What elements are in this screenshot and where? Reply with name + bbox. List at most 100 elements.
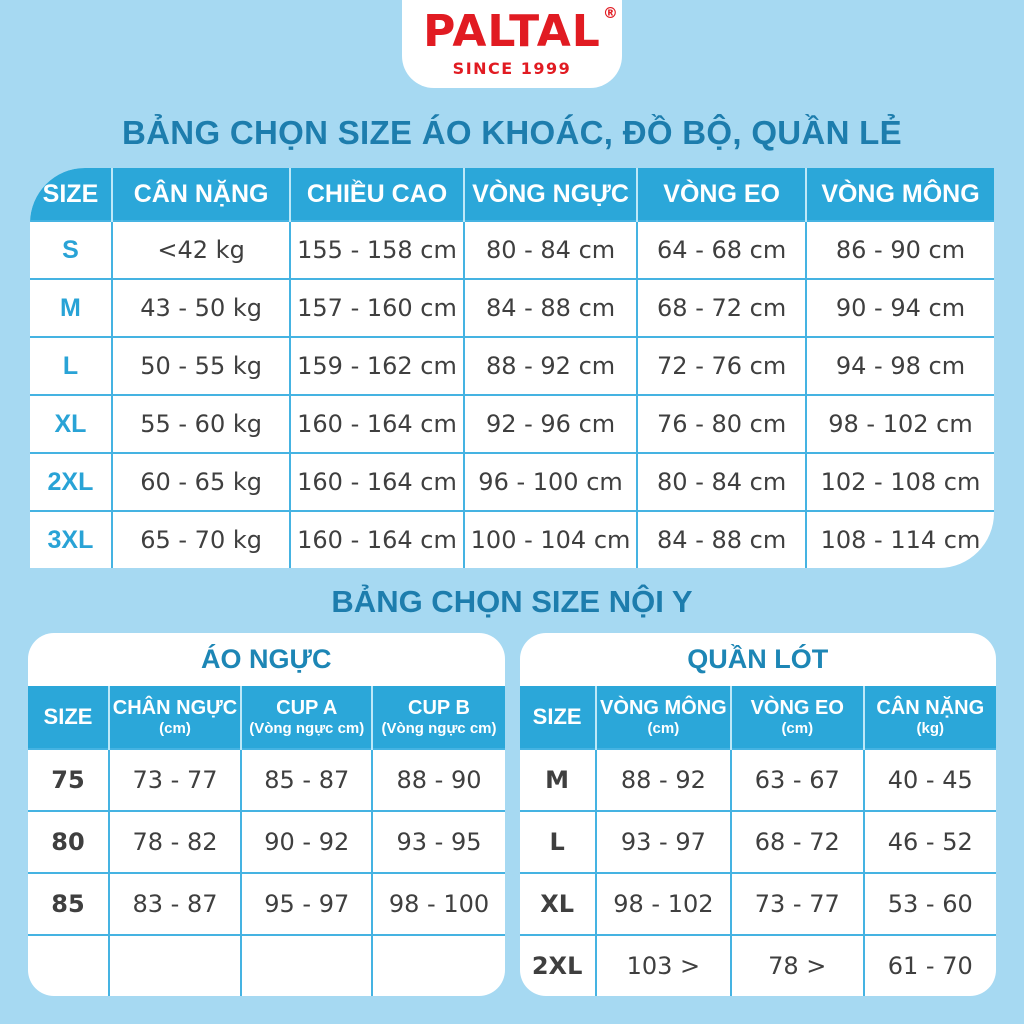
column-header-weight: CÂN NẶNG (110, 168, 291, 221)
registered-mark: ® (602, 4, 619, 22)
value-cell: 96 - 100 cm (462, 452, 639, 512)
main-size-table: SIZE CÂN NẶNG CHIỀU CAO VÒNG NGỰC VÒNG E… (30, 168, 994, 568)
main-title: BẢNG CHỌN SIZE ÁO KHOÁC, ĐỒ BỘ, QUẦN LẺ (122, 114, 902, 151)
value-cell: 50 - 55 kg (110, 336, 292, 396)
lingerie-tables: ÁO NGỰC SIZE CHÂN NGỰC (cm) CUP A (Vòng … (0, 633, 1024, 996)
value-cell: 78 - 82 (108, 810, 242, 874)
value-cell (239, 934, 374, 996)
size-cell: L (30, 336, 113, 396)
size-cell: 2XL (519, 934, 597, 996)
value-cell: 76 - 80 cm (636, 394, 807, 454)
bra-size-table: ÁO NGỰC SIZE CHÂN NGỰC (cm) CUP A (Vòng … (28, 633, 505, 996)
column-header-cup-a: CUP A (Vòng ngực cm) (239, 686, 373, 749)
size-cell: 3XL (30, 510, 113, 568)
size-cell (28, 934, 110, 996)
value-cell: 94 - 98 cm (804, 336, 994, 396)
value-cell: 92 - 96 cm (462, 394, 639, 454)
size-cell: S (30, 220, 113, 280)
table-row: M 43 - 50 kg 157 - 160 cm 84 - 88 cm 68 … (30, 278, 994, 338)
main-header-row: SIZE CÂN NẶNG CHIỀU CAO VÒNG NGỰC VÒNG E… (30, 168, 994, 221)
value-cell: 160 - 164 cm (289, 510, 465, 568)
value-cell: 86 - 90 cm (804, 220, 994, 280)
value-cell: 65 - 70 kg (110, 510, 292, 568)
brand-logo: PALTAL ® SINCE 1999 (402, 0, 622, 88)
value-cell: 90 - 92 (239, 810, 374, 874)
size-cell: L (519, 810, 597, 874)
brand-tagline: SINCE 1999 (452, 59, 572, 78)
size-cell: M (30, 278, 113, 338)
table-row: M 88 - 92 63 - 67 40 - 45 (519, 748, 996, 812)
value-cell: <42 kg (110, 220, 292, 280)
value-cell (108, 934, 242, 996)
value-cell: 103 > (594, 934, 733, 996)
table-row: 75 73 - 77 85 - 87 88 - 90 (28, 748, 505, 812)
value-cell: 90 - 94 cm (804, 278, 994, 338)
value-cell: 73 - 77 (108, 748, 242, 812)
size-cell: 2XL (30, 452, 113, 512)
column-header-weight: CÂN NẶNG (kg) (862, 686, 996, 749)
column-header-size: SIZE (30, 168, 112, 221)
table-row: L 50 - 55 kg 159 - 162 cm 88 - 92 cm 72 … (30, 336, 994, 396)
column-header-cup-b: CUP B (Vòng ngực cm) (371, 686, 505, 749)
value-cell: 88 - 92 (594, 748, 733, 812)
value-cell: 63 - 67 (730, 748, 865, 812)
column-header-size: SIZE (519, 686, 596, 749)
value-cell: 95 - 97 (239, 872, 374, 936)
value-cell: 160 - 164 cm (289, 394, 465, 454)
table-row: 2XL 60 - 65 kg 160 - 164 cm 96 - 100 cm … (30, 452, 994, 512)
value-cell: 40 - 45 (862, 748, 996, 812)
value-cell: 55 - 60 kg (110, 394, 292, 454)
bra-header-row: SIZE CHÂN NGỰC (cm) CUP A (Vòng ngực cm)… (28, 686, 505, 749)
value-cell: 84 - 88 cm (462, 278, 639, 338)
value-cell: 83 - 87 (108, 872, 242, 936)
value-cell: 155 - 158 cm (289, 220, 465, 280)
value-cell: 78 > (730, 934, 865, 996)
column-header-height: CHIỀU CAO (289, 168, 464, 221)
value-cell: 159 - 162 cm (289, 336, 465, 396)
value-cell: 88 - 92 cm (462, 336, 639, 396)
value-cell: 68 - 72 (730, 810, 865, 874)
value-cell: 108 - 114 cm (804, 510, 994, 568)
brand-name: PALTAL ® (423, 6, 618, 54)
underwear-table-title: QUẦN LÓT (687, 644, 829, 674)
value-cell: 72 - 76 cm (636, 336, 807, 396)
value-cell: 98 - 100 (371, 872, 505, 936)
value-cell: 80 - 84 cm (462, 220, 639, 280)
value-cell: 61 - 70 (862, 934, 996, 996)
value-cell: 60 - 65 kg (110, 452, 292, 512)
value-cell: 98 - 102 (594, 872, 733, 936)
value-cell: 43 - 50 kg (110, 278, 292, 338)
size-cell: XL (30, 394, 113, 454)
value-cell: 160 - 164 cm (289, 452, 465, 512)
value-cell: 93 - 95 (371, 810, 505, 874)
underwear-header-row: SIZE VÒNG MÔNG (cm) VÒNG EO (cm) CÂN NẶN… (519, 686, 996, 749)
table-row: XL 98 - 102 73 - 77 53 - 60 (519, 872, 996, 936)
column-header-underbust: CHÂN NGỰC (cm) (108, 686, 241, 749)
column-header-hip: VÒNG MÔNG (cm) (594, 686, 732, 749)
underwear-size-table: QUẦN LÓT SIZE VÒNG MÔNG (cm) VÒNG EO (cm… (519, 633, 996, 996)
value-cell: 88 - 90 (371, 748, 505, 812)
size-cell: XL (519, 872, 597, 936)
table-row-empty (28, 934, 505, 996)
size-cell: 85 (28, 872, 110, 936)
table-row: L 93 - 97 68 - 72 46 - 52 (519, 810, 996, 874)
value-cell (371, 934, 505, 996)
value-cell: 64 - 68 cm (636, 220, 807, 280)
table-row: 80 78 - 82 90 - 92 93 - 95 (28, 810, 505, 874)
value-cell: 93 - 97 (594, 810, 733, 874)
column-header-bust: VÒNG NGỰC (462, 168, 638, 221)
brand-text: PALTAL (423, 6, 601, 57)
value-cell: 85 - 87 (239, 748, 374, 812)
size-cell: 75 (28, 748, 110, 812)
column-header-size: SIZE (28, 686, 109, 749)
secondary-title: BẢNG CHỌN SIZE NỘI Y (331, 584, 693, 619)
table-row: S <42 kg 155 - 158 cm 80 - 84 cm 64 - 68… (30, 220, 994, 280)
table-row: 2XL 103 > 78 > 61 - 70 (519, 934, 996, 996)
value-cell: 80 - 84 cm (636, 452, 807, 512)
column-header-waist: VÒNG EO (636, 168, 806, 221)
value-cell: 100 - 104 cm (462, 510, 639, 568)
column-header-waist: VÒNG EO (cm) (730, 686, 864, 749)
value-cell: 46 - 52 (862, 810, 996, 874)
value-cell: 98 - 102 cm (804, 394, 994, 454)
value-cell: 157 - 160 cm (289, 278, 465, 338)
